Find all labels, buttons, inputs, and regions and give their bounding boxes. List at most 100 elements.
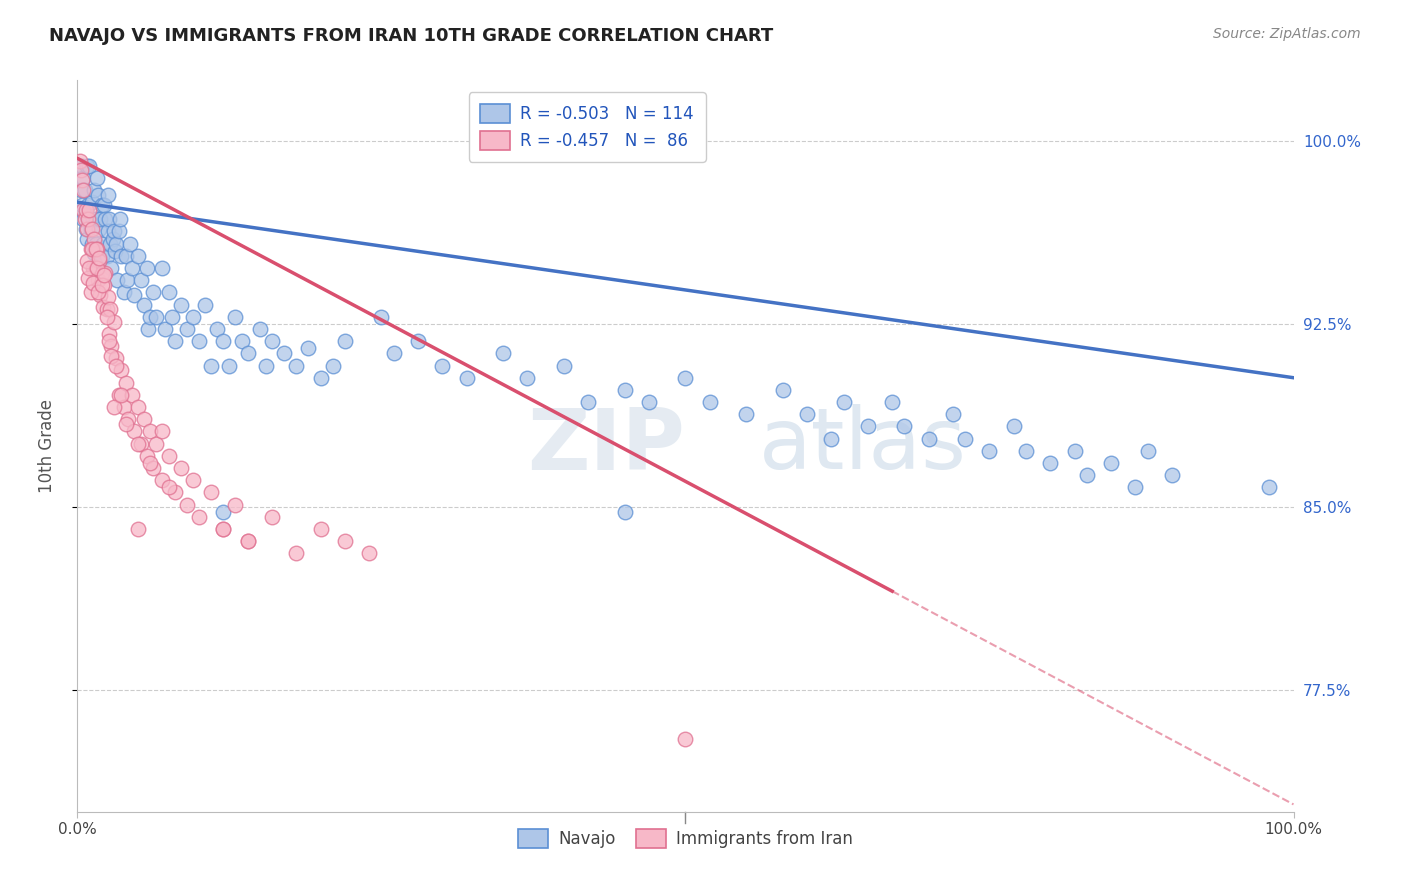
Point <box>86 170 108 185</box>
Point <box>89 212 111 227</box>
Point <box>139 425 162 439</box>
Point <box>87 187 110 202</box>
Point <box>70 173 93 187</box>
Point <box>70 163 93 178</box>
Point <box>1136 443 1159 458</box>
Point <box>157 285 180 300</box>
Point <box>98 236 121 251</box>
Point <box>75 202 97 217</box>
Y-axis label: 10th Grade: 10th Grade <box>38 399 56 493</box>
Point <box>553 359 575 373</box>
Point <box>772 383 794 397</box>
Point <box>1015 443 1038 458</box>
Point <box>121 260 143 275</box>
Point <box>134 297 156 311</box>
Point <box>80 285 103 300</box>
Point <box>516 370 538 384</box>
Point <box>91 300 114 314</box>
Point <box>90 249 112 263</box>
Point <box>79 202 101 217</box>
Point <box>200 485 222 500</box>
Point <box>194 297 217 311</box>
Point <box>82 276 104 290</box>
Point <box>70 159 93 173</box>
Point <box>1258 480 1281 494</box>
Point <box>121 388 143 402</box>
Point <box>200 359 222 373</box>
Point <box>97 326 120 341</box>
Point <box>79 212 101 227</box>
Point <box>79 260 101 275</box>
Point <box>83 232 105 246</box>
Point <box>212 334 235 348</box>
Point <box>832 395 855 409</box>
Point <box>80 236 103 251</box>
Point <box>77 197 100 211</box>
Point <box>285 359 308 373</box>
Point <box>76 159 98 173</box>
Point <box>72 202 94 217</box>
Point <box>139 310 162 324</box>
Point <box>260 334 283 348</box>
Point <box>157 449 180 463</box>
Point <box>89 288 111 302</box>
Point <box>98 302 121 317</box>
Point <box>142 461 165 475</box>
Point <box>260 509 283 524</box>
Point <box>93 197 115 211</box>
Point <box>97 334 120 348</box>
Point <box>136 322 159 336</box>
Point <box>430 359 453 373</box>
Point <box>103 315 125 329</box>
Point <box>224 498 246 512</box>
Point <box>127 436 149 450</box>
Point <box>108 212 131 227</box>
Point <box>212 522 235 536</box>
Point <box>100 349 122 363</box>
Point <box>115 273 138 287</box>
Point <box>893 419 915 434</box>
Point <box>105 236 128 251</box>
Point <box>249 322 271 336</box>
Point <box>181 473 204 487</box>
Point <box>145 436 167 450</box>
Point <box>90 278 112 293</box>
Point <box>94 266 117 280</box>
Point <box>127 400 149 414</box>
Point <box>112 400 135 414</box>
Point <box>110 388 132 402</box>
Point <box>127 522 149 536</box>
Point <box>110 363 132 377</box>
Point <box>76 253 98 268</box>
Point <box>87 273 110 287</box>
Point <box>882 395 904 409</box>
Point <box>576 395 599 409</box>
Point <box>856 419 879 434</box>
Point <box>188 509 211 524</box>
Point <box>163 485 186 500</box>
Point <box>103 400 125 414</box>
Point <box>86 260 108 275</box>
Point <box>84 242 107 256</box>
Point <box>75 222 97 236</box>
Point <box>107 273 129 287</box>
Point <box>188 334 211 348</box>
Point <box>254 359 277 373</box>
Point <box>124 288 146 302</box>
Point <box>129 436 152 450</box>
Point <box>84 212 107 227</box>
Point <box>456 370 478 384</box>
Point <box>309 522 332 536</box>
Point <box>72 212 94 227</box>
Point <box>112 285 135 300</box>
Point <box>212 522 235 536</box>
Point <box>699 395 721 409</box>
Point <box>134 412 156 426</box>
Point <box>110 249 132 263</box>
Point <box>115 249 138 263</box>
Point <box>100 260 122 275</box>
Point <box>953 432 976 446</box>
Point <box>69 159 91 173</box>
Point <box>104 244 127 258</box>
Point <box>73 212 96 227</box>
